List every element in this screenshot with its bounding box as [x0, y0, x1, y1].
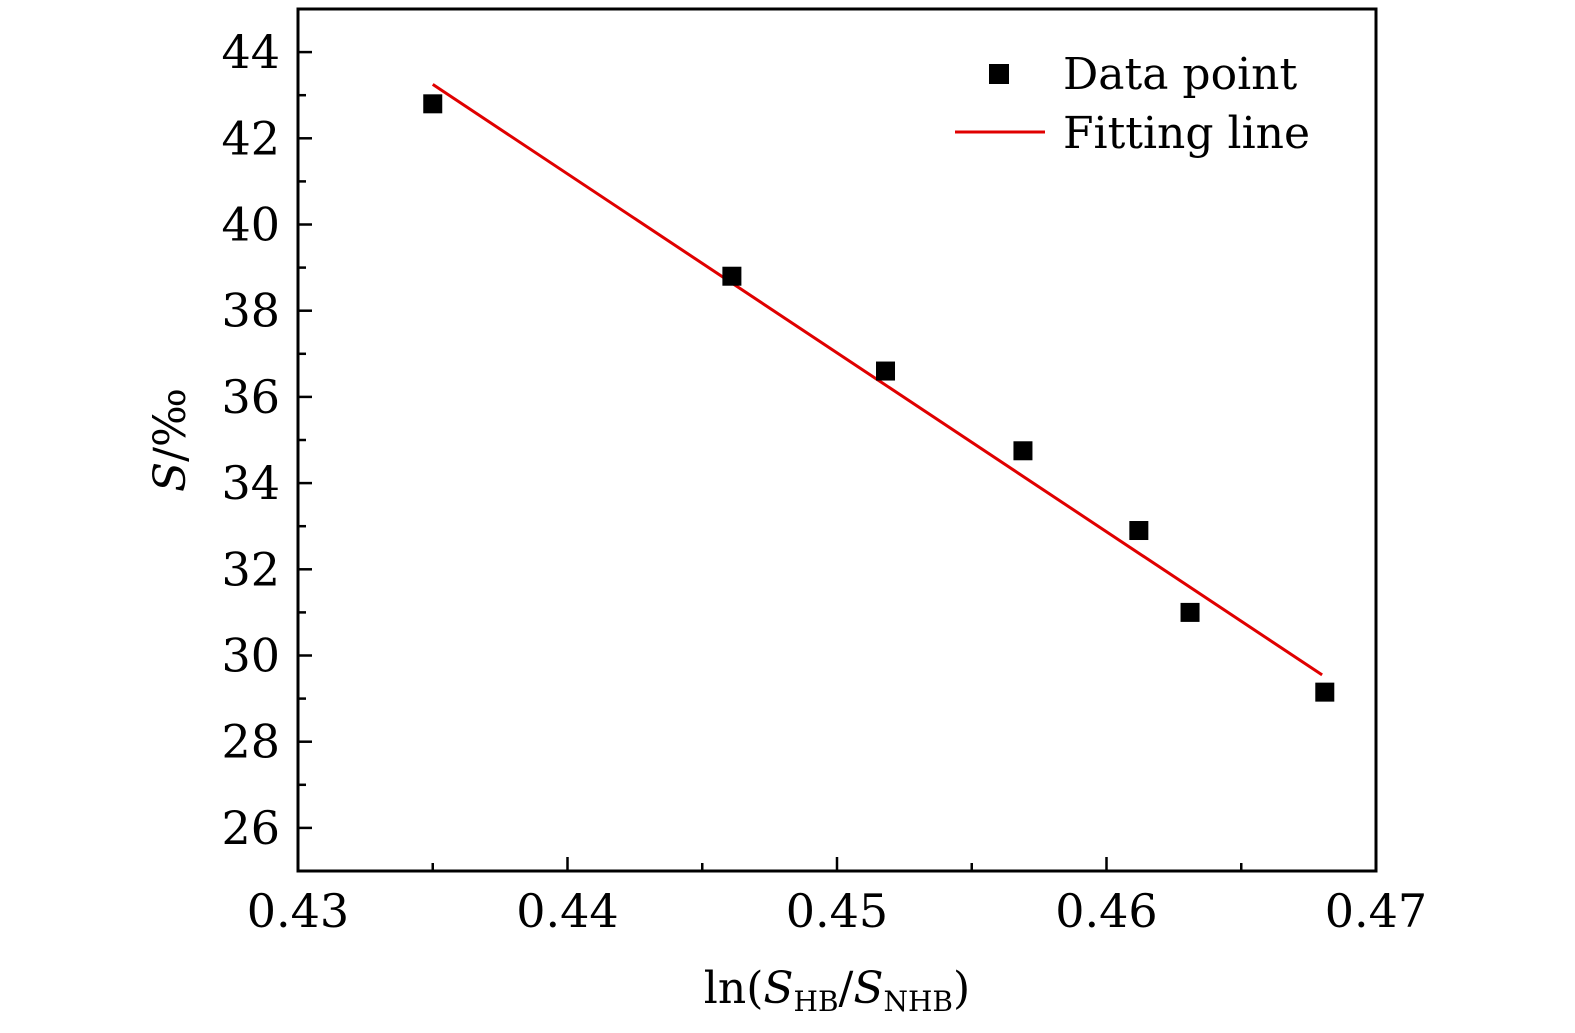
data-point — [1013, 441, 1033, 461]
y-tick-label: 32 — [221, 542, 280, 596]
x-tick-label: 0.45 — [786, 884, 888, 938]
y-tick-label: 44 — [221, 25, 280, 79]
y-axis-ticks: 26 28 30 32 34 36 38 40 42 44 — [221, 7, 312, 873]
y-tick-label: 36 — [221, 370, 280, 424]
data-point — [1180, 602, 1200, 622]
x-tick-label: 0.43 — [247, 884, 349, 938]
x-axis-ticks: 0.43 0.44 0.45 0.46 0.47 — [247, 857, 1427, 938]
data-point — [1315, 682, 1335, 702]
x-tick-label: 0.47 — [1325, 884, 1427, 938]
y-tick-label: 30 — [221, 629, 280, 683]
x-tick-label: 0.44 — [516, 884, 618, 938]
y-tick-label: 38 — [221, 284, 280, 338]
data-point — [1129, 521, 1149, 541]
data-point — [423, 94, 443, 114]
legend-label-data-point: Data point — [1063, 49, 1297, 100]
data-point — [876, 361, 896, 381]
legend-label-fitting-line: Fitting line — [1063, 108, 1310, 159]
x-tick-label: 0.46 — [1055, 884, 1157, 938]
y-tick-label: 34 — [221, 456, 280, 510]
legend-marker-data-point — [989, 64, 1009, 84]
data-point — [722, 266, 742, 286]
legend: Data point Fitting line — [955, 49, 1310, 159]
data-points-layer — [423, 94, 1335, 702]
y-tick-label: 40 — [221, 198, 280, 252]
y-tick-label: 28 — [221, 715, 280, 769]
x-axis-title: ln(SHB/SNHB) — [704, 963, 970, 1018]
y-axis-title: S/‰ — [145, 388, 196, 492]
y-tick-label: 26 — [221, 801, 280, 855]
y-tick-label: 42 — [221, 111, 280, 165]
